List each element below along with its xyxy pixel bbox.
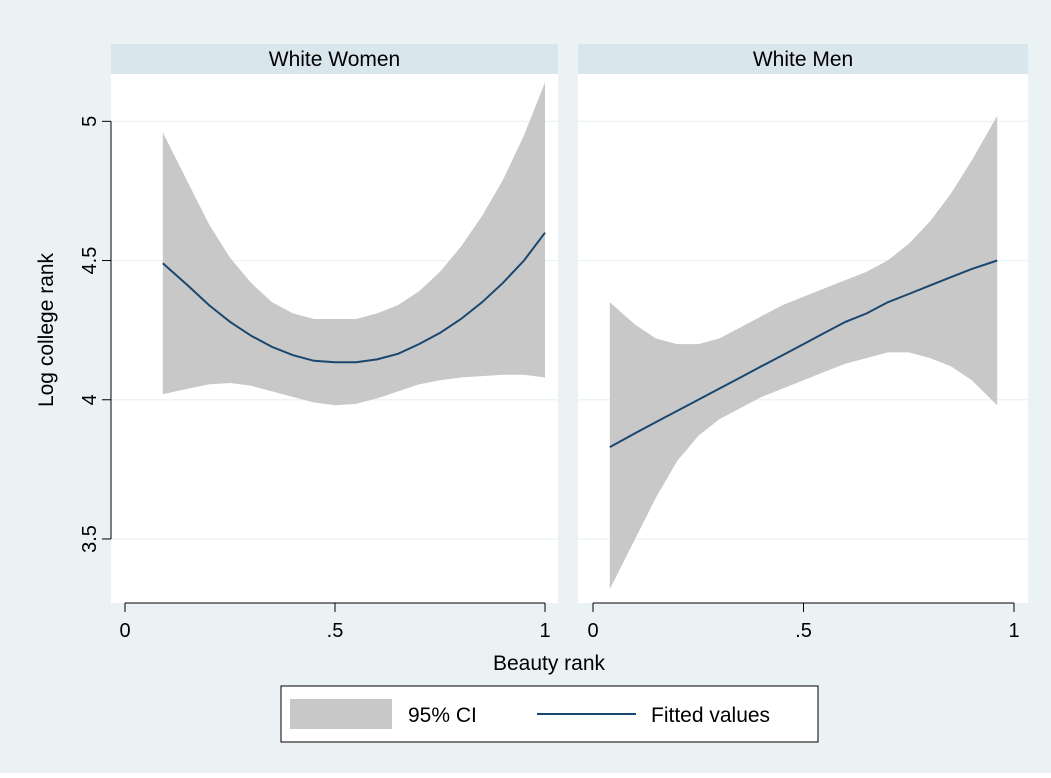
y-tick-label: 4 [79,394,101,405]
legend-label-ci: 95% CI [408,704,477,727]
panels: White Women 0 .5 1 White Men 0 .5 1 [111,44,1028,642]
y-axis: 3.5 4 4.5 5 [79,116,112,553]
x-tick-label: .5 [795,620,812,642]
y-tick-label: 4.5 [79,247,101,275]
x-tick-label: .5 [327,620,344,642]
ci-band [162,82,546,406]
legend: 95% CI Fitted values [280,685,819,743]
x-tick-label: 1 [1008,620,1019,642]
y-axis-title: Log college rank [35,252,58,407]
ci-band [609,115,998,590]
panel-strip [111,44,558,74]
x-tick-label: 0 [119,620,130,642]
y-tick-label: 5 [79,116,101,127]
fitted-line [609,259,998,448]
y-tick-label: 3.5 [79,525,101,553]
panel-title: White Men [753,48,853,71]
panel-strip [578,44,1028,74]
fitted-line [162,232,546,364]
legend-label-fitted: Fitted values [651,704,770,727]
panel-2: White Men 0 .5 1 [578,44,1028,642]
panel-title: White Women [269,48,401,71]
x-tick-label: 1 [539,620,550,642]
panel-1: White Women 0 .5 1 [111,44,558,642]
x-axis-title: Beauty rank [493,652,606,675]
x-tick-label: 0 [587,620,598,642]
legend-swatch-ci [290,699,392,729]
